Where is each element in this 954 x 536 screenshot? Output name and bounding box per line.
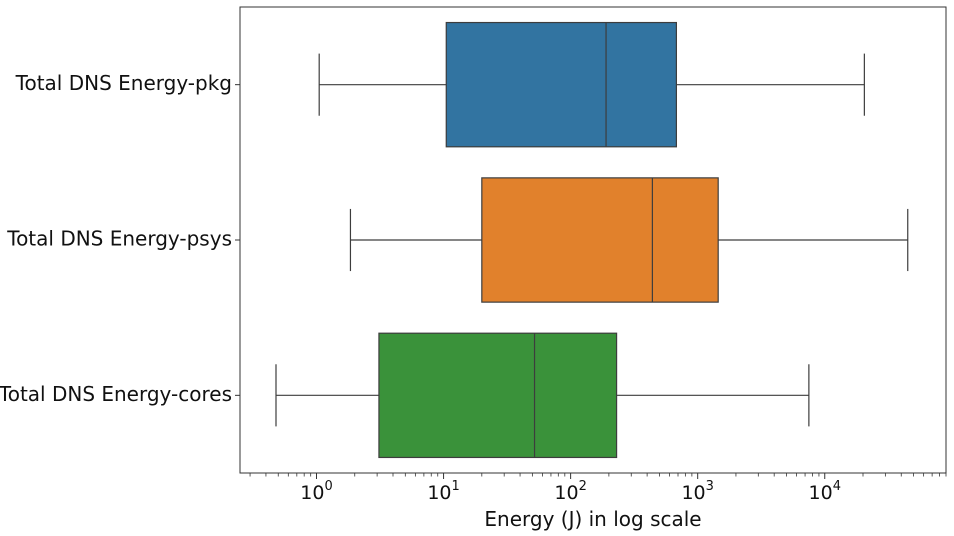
x-tick-label: 100 — [300, 479, 332, 504]
box-iqr — [445, 21, 678, 148]
y-tick-label: Total DNS Energy-pkg — [15, 71, 232, 95]
y-tick-label: Total DNS Energy-cores — [0, 382, 232, 406]
x-tick-label: 102 — [554, 479, 586, 504]
x-axis-title: Energy (J) in log scale — [484, 507, 701, 531]
x-axis: 100 101 102 103 104 — [249, 473, 947, 504]
box-iqr — [481, 177, 719, 303]
boxes-layer — [275, 21, 909, 459]
x-tick-label: 104 — [809, 479, 841, 504]
y-axis: Total DNS Energy-pkg Total DNS Energy-psy… — [0, 71, 240, 406]
box-group — [318, 21, 865, 148]
box-group — [349, 177, 909, 303]
y-tick-label: Total DNS Energy-psys — [6, 227, 232, 251]
x-tick-label: 101 — [427, 479, 459, 504]
box-group — [275, 332, 810, 459]
x-tick-label: 103 — [681, 479, 713, 504]
box-iqr — [378, 332, 618, 459]
